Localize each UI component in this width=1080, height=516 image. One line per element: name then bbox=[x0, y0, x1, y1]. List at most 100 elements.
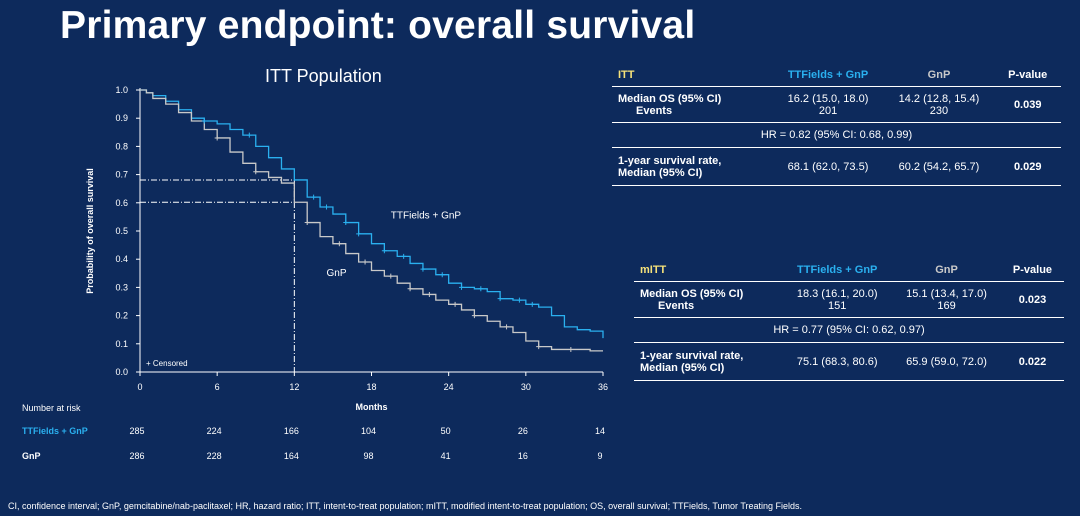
x-tick-label: 24 bbox=[444, 382, 454, 392]
risk-count: 166 bbox=[283, 426, 299, 436]
pvalue-column-header: P-value bbox=[994, 64, 1061, 87]
censor-mark bbox=[426, 291, 432, 297]
population-label: ITT bbox=[612, 64, 773, 87]
pvalue: 0.023 bbox=[1000, 281, 1064, 318]
censor-mark bbox=[336, 241, 342, 247]
y-axis-label: Probability of overall survival bbox=[85, 168, 95, 294]
x-tick-label: 30 bbox=[521, 382, 531, 392]
x-tick-label: 36 bbox=[598, 382, 608, 392]
censor-mark bbox=[439, 272, 445, 278]
tt-value: 68.1 (62.0, 73.5) bbox=[772, 147, 884, 186]
chart-labels: TTFields + GnP GnP bbox=[326, 210, 461, 279]
row-label: 1-year survival rate, Median (95% CI) bbox=[634, 342, 783, 381]
censor-mark bbox=[504, 324, 510, 330]
censor-mark bbox=[452, 301, 458, 307]
slide-title: Primary endpoint: overall survival bbox=[60, 4, 696, 47]
risk-count: 26 bbox=[517, 426, 528, 436]
censor-mark bbox=[323, 204, 329, 210]
y-tick-label: 0.4 bbox=[115, 254, 128, 264]
y-tick-label: 0.7 bbox=[115, 170, 128, 180]
censor-mark bbox=[343, 220, 349, 226]
x-tick-label: 18 bbox=[366, 382, 376, 392]
risk-row-label: GnP bbox=[22, 451, 41, 461]
reference-lines bbox=[140, 179, 295, 372]
censor-mark bbox=[362, 259, 368, 265]
series-label: GnP bbox=[326, 268, 346, 279]
censor-mark bbox=[407, 286, 413, 292]
y-tick-label: 0.8 bbox=[115, 141, 128, 151]
censor-mark bbox=[459, 284, 465, 290]
table-row: 1-year survival rate, Median (95% CI) 68.… bbox=[612, 147, 1061, 186]
censor-mark bbox=[420, 266, 426, 272]
censor-mark bbox=[471, 313, 477, 319]
series-label: TTFields + GnP bbox=[391, 210, 462, 221]
table-row: Median OS (95% CI) Events 16.2 (15.0, 18.… bbox=[612, 86, 1061, 123]
chart-title: ITT Population bbox=[265, 66, 382, 86]
censor-mark bbox=[401, 253, 407, 259]
tt-value: 18.3 (16.1, 20.0) 151 bbox=[782, 281, 893, 318]
hazard-ratio: HR = 0.82 (95% CI: 0.68, 0.99) bbox=[612, 122, 1061, 148]
censor-mark bbox=[246, 132, 252, 138]
y-tick-label: 0.2 bbox=[115, 311, 128, 321]
table-row: 1-year survival rate, Median (95% CI) 75.… bbox=[634, 342, 1064, 381]
x-tick-label: 12 bbox=[289, 382, 299, 392]
risk-count: 224 bbox=[206, 426, 222, 436]
censor-mark bbox=[536, 344, 542, 350]
censor-mark bbox=[568, 346, 574, 352]
risk-count: 14 bbox=[594, 426, 606, 436]
pvalue: 0.039 bbox=[994, 86, 1061, 123]
risk-count: 9 bbox=[597, 451, 603, 461]
y-tick-label: 0.6 bbox=[115, 198, 128, 208]
y-tick-label: 0.3 bbox=[115, 282, 128, 292]
x-tick-label: 0 bbox=[137, 382, 142, 392]
censor-mark bbox=[201, 118, 207, 124]
y-tick-label: 0.0 bbox=[115, 367, 128, 377]
censor-mark bbox=[304, 220, 310, 226]
gnp-value: 60.2 (54.2, 65.7) bbox=[883, 147, 995, 186]
censor-mark bbox=[388, 273, 394, 279]
y-tick-label: 0.5 bbox=[115, 226, 128, 236]
risk-count: 286 bbox=[129, 451, 145, 461]
pvalue-column-header: P-value bbox=[1000, 259, 1064, 282]
censor-mark bbox=[529, 301, 535, 307]
number-at-risk-header: Number at risk bbox=[22, 403, 81, 413]
tt-value: 16.2 (15.0, 18.0) 201 bbox=[772, 86, 884, 123]
gnp-value: 15.1 (13.4, 17.0) 169 bbox=[892, 281, 1001, 318]
tt-column-header: TTFields + GnP bbox=[772, 64, 884, 87]
y-tick-label: 0.1 bbox=[115, 339, 128, 349]
gnp-column-header: GnP bbox=[892, 259, 1001, 282]
censor-mark bbox=[516, 297, 522, 303]
risk-count: 98 bbox=[363, 451, 374, 461]
y-tick-label: 1.0 bbox=[115, 85, 128, 95]
censor-mark bbox=[497, 296, 503, 302]
series-line-ttfields-gnp bbox=[140, 89, 604, 339]
tt-column-header: TTFields + GnP bbox=[782, 259, 893, 282]
series-lines bbox=[140, 89, 604, 352]
series-line-gnp bbox=[140, 89, 603, 352]
censor-mark bbox=[311, 194, 317, 200]
risk-count: 16 bbox=[517, 451, 528, 461]
risk-count: 50 bbox=[440, 426, 451, 436]
y-tick-label: 0.9 bbox=[115, 113, 128, 123]
censor-marks bbox=[201, 118, 574, 352]
risk-row-label: TTFields + GnP bbox=[22, 426, 88, 436]
gnp-value: 14.2 (12.8, 15.4) 230 bbox=[883, 86, 995, 123]
footnote: CI, confidence interval; GnP, gemcitabin… bbox=[8, 501, 803, 511]
censor-mark bbox=[214, 135, 220, 141]
row-label: 1-year survival rate, Median (95% CI) bbox=[612, 147, 773, 186]
tt-value: 75.1 (68.3, 80.6) bbox=[782, 342, 893, 381]
table-row: HR = 0.82 (95% CI: 0.68, 0.99) bbox=[612, 122, 1061, 148]
risk-count: 41 bbox=[440, 451, 451, 461]
row-label: Median OS (95% CI) Events bbox=[634, 281, 783, 318]
gnp-column-header: GnP bbox=[883, 64, 995, 87]
itt-results-table: ITT TTFields + GnP GnP P-value Median OS… bbox=[612, 64, 1061, 186]
risk-count: 164 bbox=[283, 451, 299, 461]
censor-mark bbox=[356, 231, 362, 237]
gnp-value: 65.9 (59.0, 72.0) bbox=[892, 342, 1001, 381]
hazard-ratio: HR = 0.77 (95% CI: 0.62, 0.97) bbox=[634, 317, 1064, 343]
mitt-results-table: mITT TTFields + GnP GnP P-value Median O… bbox=[634, 259, 1064, 381]
population-label: mITT bbox=[634, 259, 783, 282]
table-header-row: mITT TTFields + GnP GnP P-value bbox=[634, 259, 1064, 282]
row-label: Median OS (95% CI) Events bbox=[612, 86, 773, 123]
